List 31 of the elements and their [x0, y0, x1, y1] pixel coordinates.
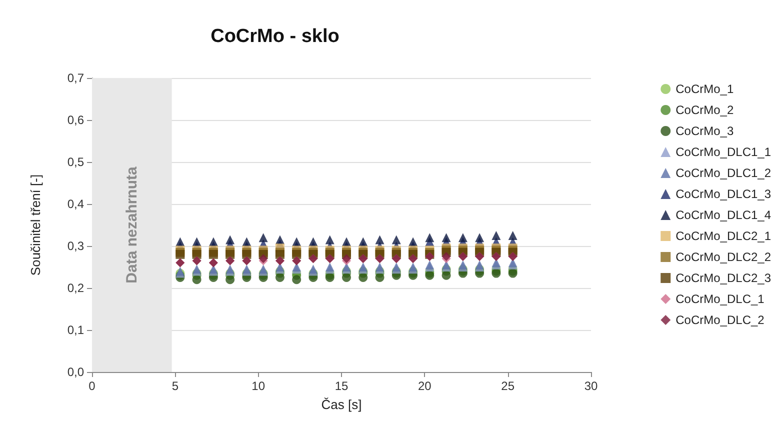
x-tick-label: 10 — [252, 379, 266, 393]
x-tick-label: 5 — [172, 379, 179, 393]
legend-label: CoCrMo_DLC2_3 — [676, 271, 772, 285]
x-tick-label: 30 — [584, 379, 598, 393]
legend-label: CoCrMo_DLC1_4 — [676, 208, 772, 222]
y-tick-label: 0,0 — [67, 365, 84, 379]
legend-label: CoCrMo_3 — [676, 124, 734, 138]
x-tick-label: 0 — [88, 379, 96, 393]
legend-label: CoCrMo_DLC1_3 — [676, 187, 772, 201]
y-tick-label: 0,4 — [67, 197, 84, 211]
legend-label: CoCrMo_1 — [676, 82, 734, 96]
y-tick-label: 0,3 — [67, 239, 84, 253]
x-tick-label: 20 — [418, 379, 432, 393]
x-tick-label: 15 — [334, 379, 348, 393]
x-tick-label: 25 — [501, 379, 515, 393]
y-tick-label: 0,6 — [67, 113, 84, 127]
legend-label: CoCrMo_DLC2_2 — [676, 250, 772, 264]
legend-label: CoCrMo_DLC2_1 — [676, 229, 772, 243]
y-tick-label: 0,1 — [67, 323, 84, 337]
legend-label: CoCrMo_DLC1_2 — [676, 166, 772, 180]
legend-label: CoCrMo_DLC_1 — [676, 292, 765, 306]
legend-label: CoCrMo_DLC_2 — [676, 313, 765, 327]
band-label: Data nezahrnuta — [123, 166, 140, 284]
y-tick-label: 0,7 — [67, 71, 84, 85]
legend-label: CoCrMo_DLC1_1 — [676, 145, 772, 159]
legend-label: CoCrMo_2 — [676, 103, 734, 117]
y-tick-label: 0,2 — [67, 281, 84, 295]
y-tick-label: 0,5 — [67, 155, 84, 169]
y-axis-title: Součinitel tření [-] — [28, 174, 43, 276]
chart-title: CoCrMo - sklo — [210, 26, 340, 47]
x-axis-title: Čas [s] — [321, 397, 362, 412]
